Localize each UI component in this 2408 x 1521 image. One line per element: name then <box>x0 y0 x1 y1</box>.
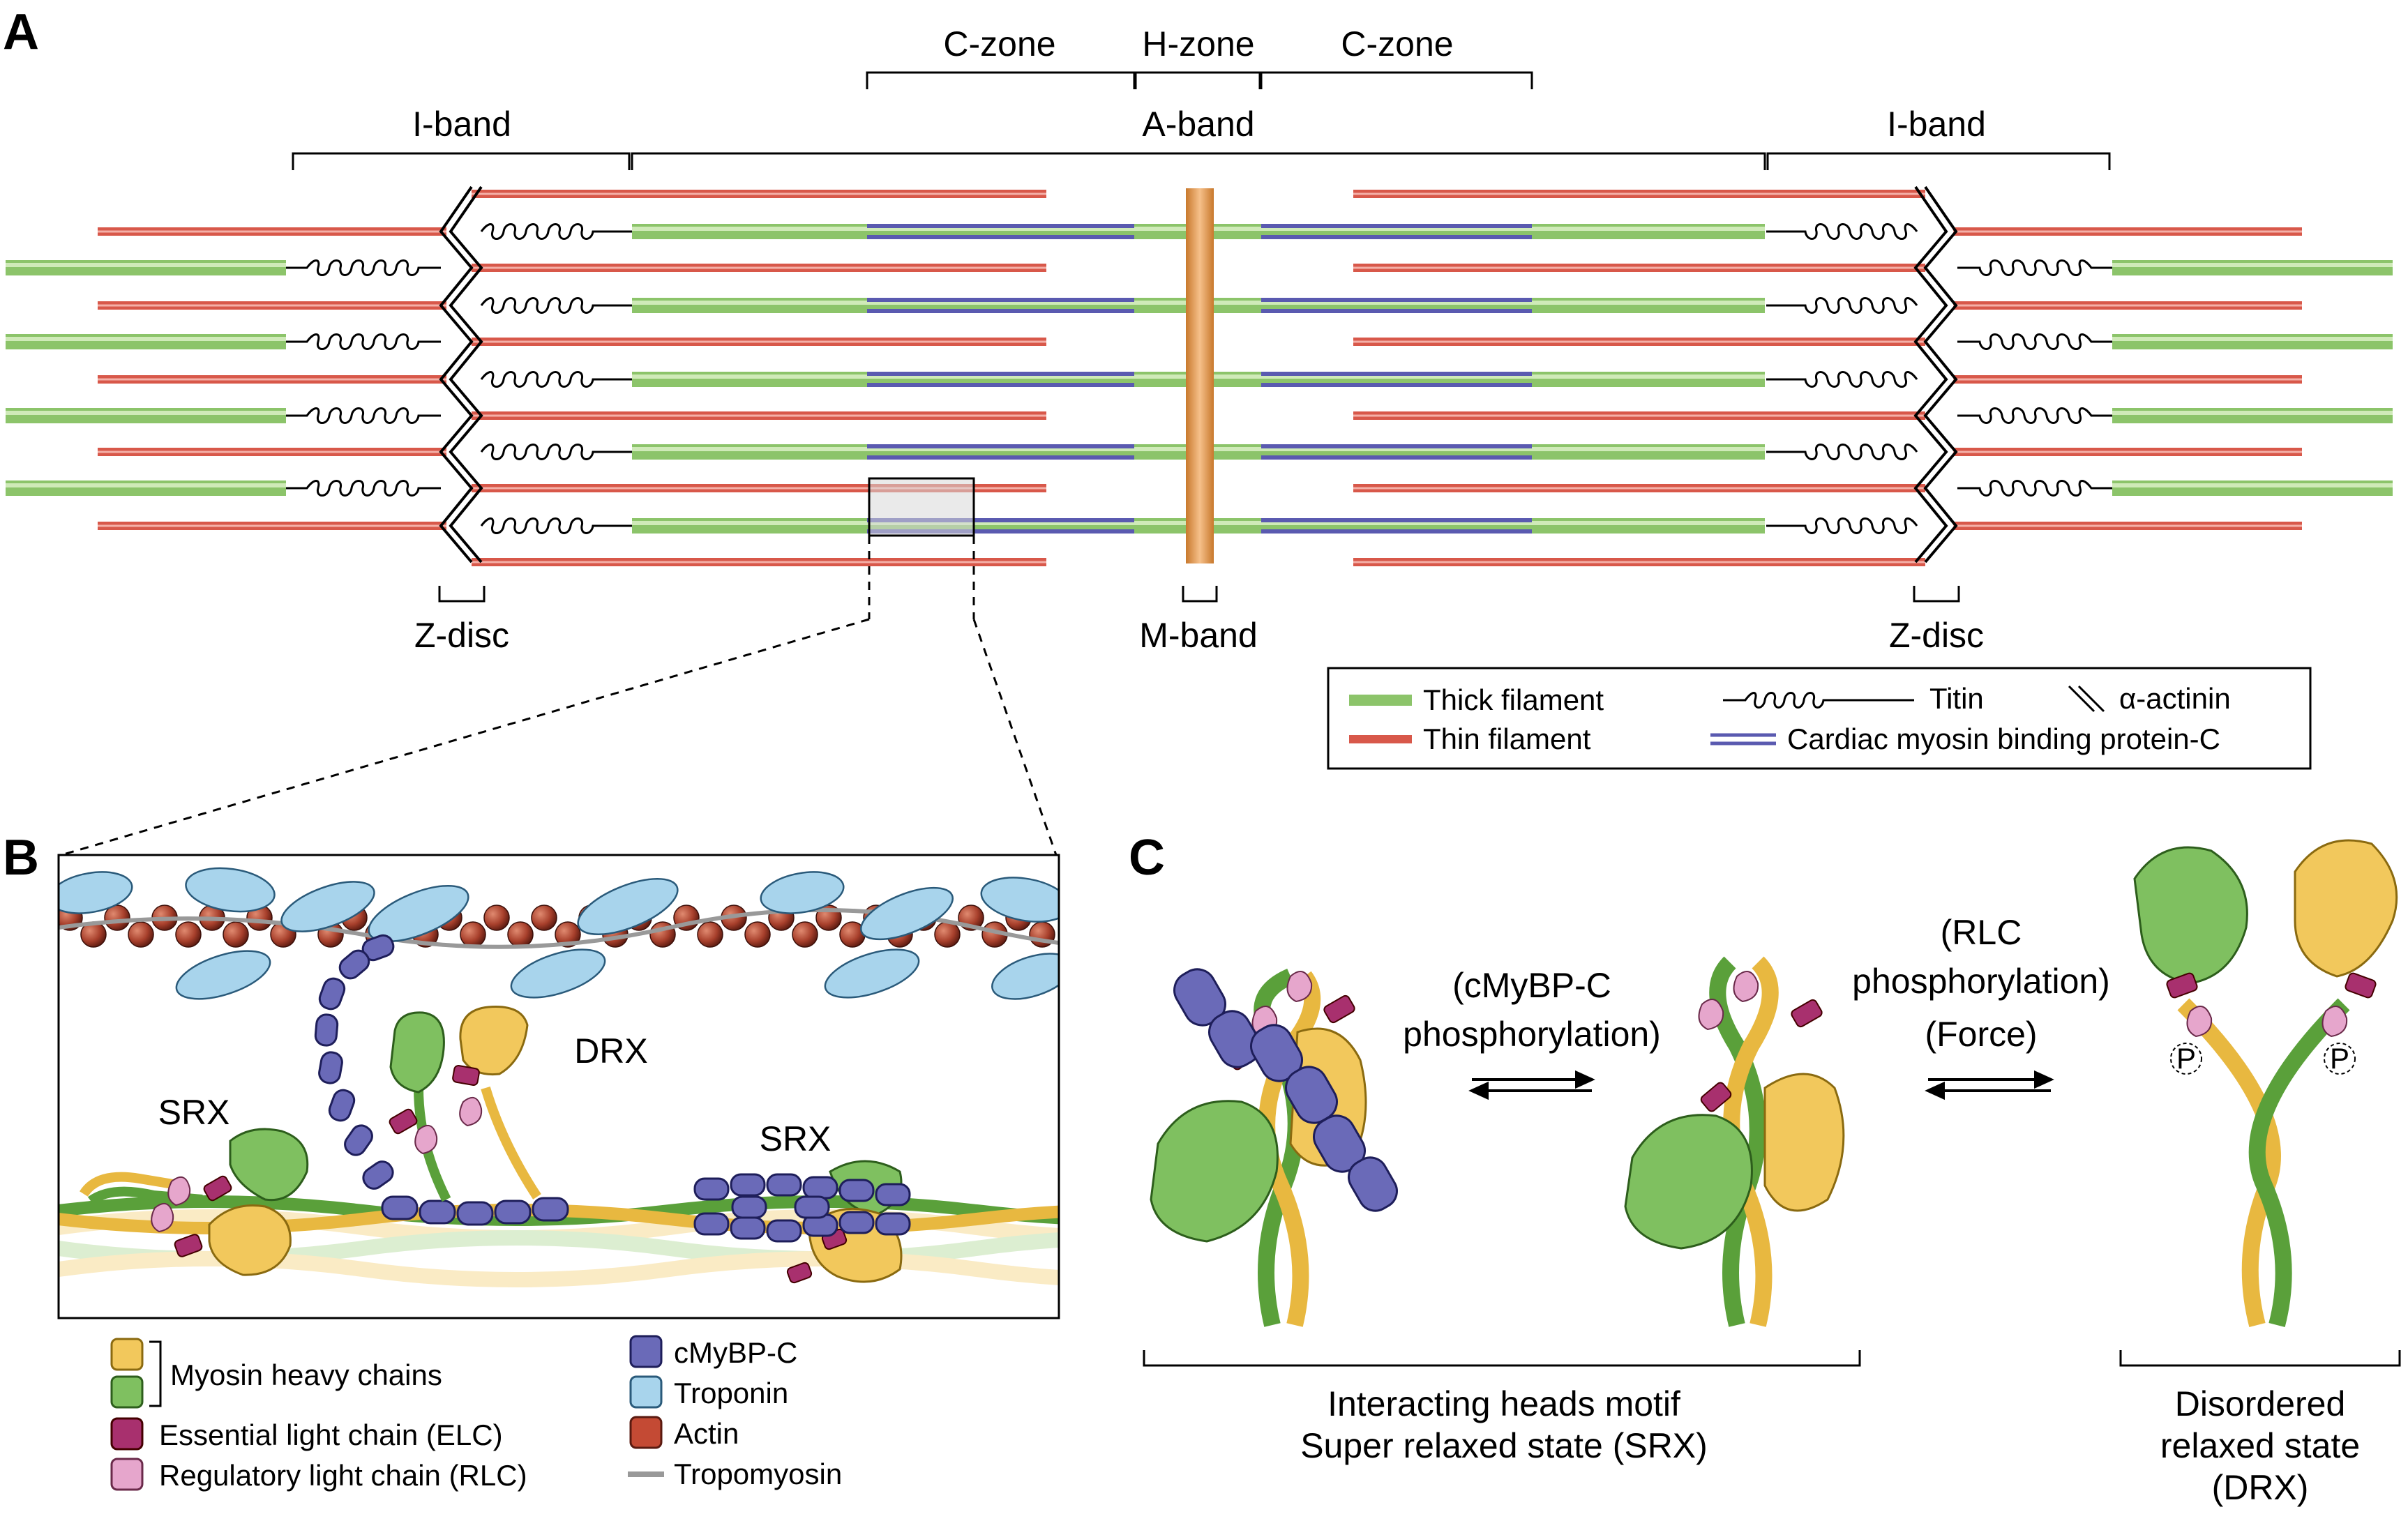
m-band-label: M-band <box>1139 616 1258 655</box>
arrow1-line1: (cMyBP-C <box>1452 966 1611 1005</box>
zoom-box <box>868 477 975 537</box>
z-disc-right-label: Z-disc <box>1889 616 1984 655</box>
tropomyosin-strand <box>59 908 1059 949</box>
arrow2-equilibrium <box>1925 1070 2054 1100</box>
arrow2-line3: (Force) <box>1925 1015 2037 1054</box>
legend-titin-swatch <box>1723 692 1914 709</box>
legend-troponin-label: Troponin <box>674 1377 788 1409</box>
srx-right-heads <box>693 1160 911 1284</box>
legend-elc-label: Essential light chain (ELC) <box>159 1418 503 1451</box>
panel-a-letter: A <box>3 4 39 60</box>
i-band-left-label: I-band <box>412 105 511 144</box>
legend-cmybpc-swatch <box>1710 733 1776 746</box>
arrow1-equilibrium <box>1468 1070 1595 1100</box>
legend-b: Myosin heavy chains Essential light chai… <box>110 1335 842 1492</box>
legend-thick-label: Thick filament <box>1423 683 1604 716</box>
a-band-label: A-band <box>1142 105 1254 144</box>
actin-filament <box>59 867 1059 1000</box>
drx-caption-line2: relaxed state <box>2160 1426 2360 1465</box>
panel-b-frame <box>57 854 1060 1319</box>
srx-left-heads <box>80 1128 309 1276</box>
troponin-group <box>59 867 1059 1000</box>
sarcomere <box>6 186 2393 566</box>
legend-myosin-heavy-label: Myosin heavy chains <box>170 1359 442 1391</box>
ihm-without-cmybpc <box>1624 956 1845 1327</box>
drx-caption-line1: Disordered <box>2175 1384 2346 1423</box>
m-band-bar <box>1186 188 1214 563</box>
zone-brackets <box>292 71 2111 170</box>
legend-cmybpc-b-swatch <box>629 1335 663 1368</box>
legend-cmybpc-b-label: cMyBP-C <box>674 1336 797 1369</box>
srx-caption-line2: Super relaxed state (SRX) <box>1300 1426 1708 1465</box>
zoom-lines <box>61 536 1058 856</box>
drx-heads <box>389 1006 541 1202</box>
legend-titin-label: Titin <box>1929 682 1984 715</box>
legend-thin-label: Thin filament <box>1423 722 1591 755</box>
drx-caption-line3: (DRX) <box>2212 1468 2309 1507</box>
z-disc-left-label: Z-disc <box>414 616 509 655</box>
legend-a: Thick filament Thin filament Titin α-act… <box>1327 667 2312 770</box>
legend-actin-label: Actin <box>674 1417 739 1450</box>
arrow2-line2: phosphorylation) <box>1852 962 2110 1001</box>
drx-label: DRX <box>574 1031 648 1070</box>
drx-structure <box>2133 839 2398 1328</box>
ihm-with-cmybpc <box>1150 968 1398 1327</box>
legend-troponin-swatch <box>629 1375 663 1409</box>
legend-cmybpc-label: Cardiac myosin binding protein-C <box>1787 722 2220 755</box>
arrow1-line2: phosphorylation) <box>1403 1015 1661 1054</box>
cmybpc-chain <box>314 934 569 1226</box>
legend-actinin-swatch <box>2068 685 2105 713</box>
phospho-left: P <box>2176 1042 2196 1075</box>
legend-myosin-green-swatch <box>110 1375 144 1409</box>
legend-rlc-label: Regulatory light chain (RLC) <box>159 1459 527 1492</box>
phospho-right: P <box>2330 1042 2349 1075</box>
panel-b-letter: B <box>3 830 39 886</box>
bottom-brackets <box>438 586 1960 603</box>
srx-right-label: SRX <box>760 1119 831 1158</box>
legend-myosin-yellow-swatch <box>110 1338 144 1371</box>
h-zone-label: H-zone <box>1142 24 1254 63</box>
i-band-right-label: I-band <box>1887 105 1986 144</box>
caption-brackets <box>1143 1350 2401 1367</box>
panel-b-illustration <box>59 867 1059 1287</box>
legend-tropomyosin-label: Tropomyosin <box>674 1458 842 1490</box>
legend-elc-swatch <box>110 1417 144 1451</box>
legend-actin-swatch <box>629 1416 663 1449</box>
c-zone-right-label: C-zone <box>1341 24 1453 63</box>
panel-c-letter: C <box>1129 830 1165 886</box>
c-zone-left-label: C-zone <box>943 24 1055 63</box>
srx-left-label: SRX <box>158 1093 230 1132</box>
arrow2-line1: (RLC <box>1941 913 2022 952</box>
legend-rlc-swatch <box>110 1458 144 1491</box>
srx-caption-line1: Interacting heads motif <box>1327 1384 1680 1423</box>
legend-actinin-label: α-actinin <box>2119 682 2231 715</box>
